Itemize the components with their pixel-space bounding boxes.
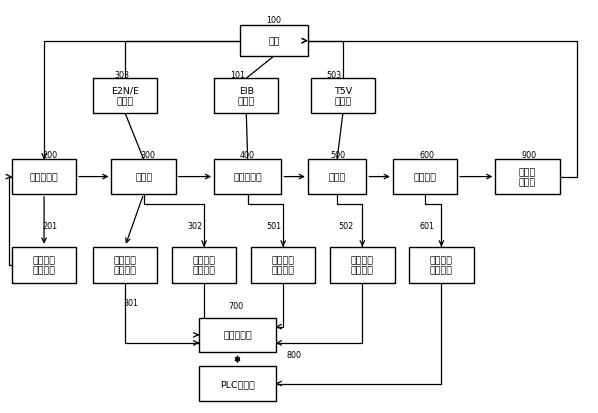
Text: 被测变频器: 被测变频器 <box>233 173 262 182</box>
FancyBboxPatch shape <box>214 160 282 195</box>
Text: 远程操作柜: 远程操作柜 <box>223 330 252 339</box>
Text: 对拖电机: 对拖电机 <box>413 173 437 182</box>
Text: 303: 303 <box>114 71 130 80</box>
FancyBboxPatch shape <box>495 160 560 195</box>
Text: 第二隔离
反馈模块: 第二隔离 反馈模块 <box>351 256 374 275</box>
Text: EIB
断路器: EIB 断路器 <box>237 87 255 106</box>
Text: 电网: 电网 <box>269 37 280 46</box>
Text: 600: 600 <box>419 150 434 159</box>
Text: 502: 502 <box>338 221 353 230</box>
Text: 四象限
变频器: 四象限 变频器 <box>519 168 536 187</box>
FancyBboxPatch shape <box>111 160 176 195</box>
FancyBboxPatch shape <box>308 160 367 195</box>
FancyBboxPatch shape <box>199 318 276 352</box>
Text: 400: 400 <box>240 150 255 159</box>
Text: 201: 201 <box>42 221 57 230</box>
FancyBboxPatch shape <box>214 79 279 114</box>
Text: 700: 700 <box>228 301 244 310</box>
Text: 第一隔离
控制模块: 第一隔离 控制模块 <box>32 256 56 275</box>
Text: E2N/E
断路器: E2N/E 断路器 <box>111 87 139 106</box>
FancyBboxPatch shape <box>240 26 308 57</box>
Text: 302: 302 <box>188 221 203 230</box>
Text: 900: 900 <box>521 150 537 159</box>
Text: 第三隔离
反馈模块: 第三隔离 反馈模块 <box>430 256 453 275</box>
Text: 第三隔离
控制模块: 第三隔离 控制模块 <box>271 256 295 275</box>
FancyBboxPatch shape <box>93 79 157 114</box>
Text: 503: 503 <box>327 71 341 80</box>
Text: 200: 200 <box>42 150 57 159</box>
FancyBboxPatch shape <box>12 160 77 195</box>
Text: 第二隔离
控制模块: 第二隔离 控制模块 <box>193 256 215 275</box>
Text: PLC控制器: PLC控制器 <box>220 379 255 388</box>
Text: 501: 501 <box>266 221 282 230</box>
Text: 500: 500 <box>331 150 346 159</box>
Text: 第一隔离
反馈模块: 第一隔离 反馈模块 <box>114 256 136 275</box>
Text: 感应调压器: 感应调压器 <box>30 173 59 182</box>
Text: 800: 800 <box>287 350 302 359</box>
Text: 馈电柜: 馈电柜 <box>135 173 152 182</box>
Text: T5V
断路器: T5V 断路器 <box>334 87 352 106</box>
Text: 601: 601 <box>419 221 434 230</box>
FancyBboxPatch shape <box>199 366 276 401</box>
Text: 100: 100 <box>266 16 281 25</box>
FancyBboxPatch shape <box>311 79 375 114</box>
Text: 101: 101 <box>231 71 246 80</box>
Text: 300: 300 <box>141 150 156 159</box>
FancyBboxPatch shape <box>12 247 77 283</box>
FancyBboxPatch shape <box>93 247 157 283</box>
FancyBboxPatch shape <box>409 247 474 283</box>
FancyBboxPatch shape <box>330 247 395 283</box>
FancyBboxPatch shape <box>251 247 315 283</box>
Text: 负机柜: 负机柜 <box>328 173 346 182</box>
FancyBboxPatch shape <box>393 160 457 195</box>
FancyBboxPatch shape <box>172 247 236 283</box>
Text: 301: 301 <box>123 298 138 307</box>
